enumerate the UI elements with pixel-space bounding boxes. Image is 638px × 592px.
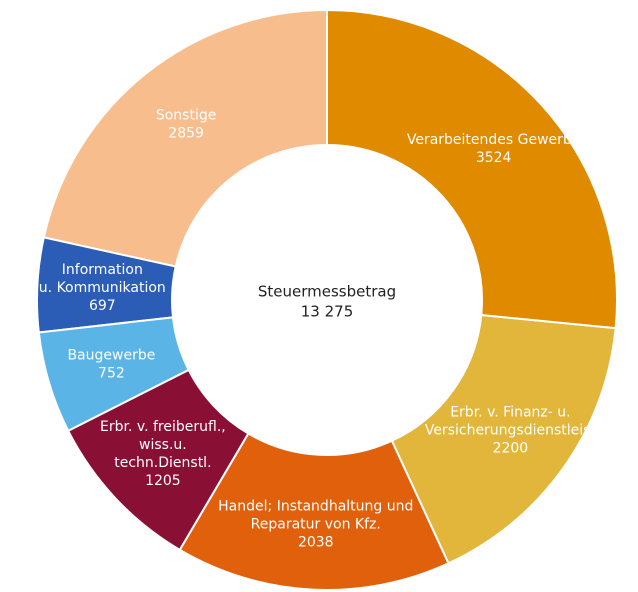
value-label: 2859	[168, 126, 204, 142]
category-label: u. Kommunikation	[39, 280, 166, 296]
value-label: 2038	[298, 535, 334, 551]
value-label: 3524	[476, 150, 512, 166]
segment-label: Erbr. v. Finanz- u. Versicherungsdienstle…	[425, 404, 597, 456]
category-label: Reparatur von Kfz.	[251, 517, 381, 533]
category-label: Erbr. v. Finanz- u.	[450, 404, 570, 420]
donut-segment	[37, 316, 191, 433]
donut-segment	[66, 368, 250, 552]
category-label: Erbr. v. freiberufl.,	[100, 419, 226, 435]
donut-segment	[36, 236, 177, 334]
category-label: Verarbeitendes Gewerbe	[407, 132, 581, 148]
segment-label: Sonstige 2859	[156, 108, 217, 142]
category-label: techn.Dienstl.	[114, 455, 211, 471]
donut-segment	[42, 8, 328, 268]
segment-label: Baugewerbe 752	[67, 347, 155, 381]
donut-segment	[390, 313, 617, 565]
category-label: Information	[62, 262, 143, 278]
segment-label: Erbr. v. freiberufl., wiss.u. techn.Dienst…	[100, 419, 226, 489]
value-label: 752	[98, 365, 125, 381]
center-total: 13 275	[301, 303, 354, 321]
value-label: 697	[89, 298, 116, 314]
category-label: Baugewerbe	[67, 347, 155, 363]
segment-label: Information u. Kommunikation 697	[39, 262, 166, 314]
category-label: Sonstige	[156, 108, 217, 124]
donut-segment	[326, 8, 618, 330]
segment-label: Verarbeitendes Gewerbe 3524	[407, 132, 581, 166]
category-label: Versicherungsdienstleist	[425, 422, 597, 438]
category-label: wiss.u.	[139, 437, 187, 453]
value-label: 1205	[145, 473, 181, 489]
donut-segment	[178, 432, 450, 591]
segment-label: Handel; Instandhaltung und Reparatur von …	[218, 499, 413, 551]
center-title: Steuermessbetrag	[258, 283, 396, 301]
category-label: Handel; Instandhaltung und	[218, 499, 413, 515]
value-label: 2200	[493, 440, 529, 456]
